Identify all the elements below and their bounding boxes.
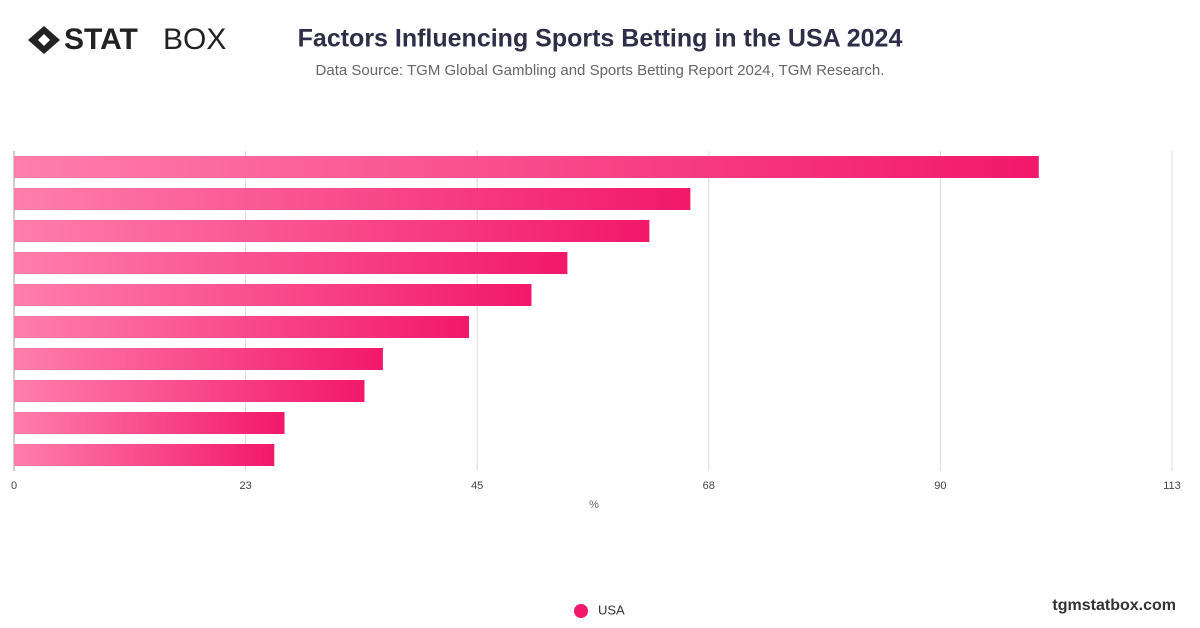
bar — [14, 188, 691, 210]
x-tick-label: 113 — [1163, 480, 1181, 492]
chart-title: Factors Influencing Sports Betting in th… — [298, 25, 903, 53]
bar — [14, 412, 285, 434]
chart-subtitle: Data Source: TGM Global Gambling and Spo… — [316, 62, 885, 79]
bar — [14, 284, 532, 306]
bar — [14, 220, 650, 242]
x-tick-label: 23 — [239, 480, 251, 492]
logo-icon-inner — [38, 34, 50, 46]
bar — [14, 444, 275, 466]
logo: STAT BOX — [28, 23, 226, 56]
logo-bold: STAT — [64, 23, 138, 56]
website: tgmstatbox.com — [1052, 597, 1176, 614]
x-tick-label: 0 — [11, 480, 17, 492]
bar — [14, 316, 470, 338]
legend-label: USA — [598, 602, 625, 617]
bar — [14, 348, 383, 370]
x-tick-label: 45 — [471, 480, 483, 492]
bar — [14, 380, 365, 402]
x-tick-label: 68 — [703, 480, 715, 492]
bar — [14, 156, 1039, 178]
x-tick-label: 90 — [934, 480, 946, 492]
bar — [14, 252, 568, 274]
legend-marker — [574, 604, 588, 618]
logo-light: BOX — [163, 23, 226, 56]
x-axis-label: % — [589, 499, 599, 511]
